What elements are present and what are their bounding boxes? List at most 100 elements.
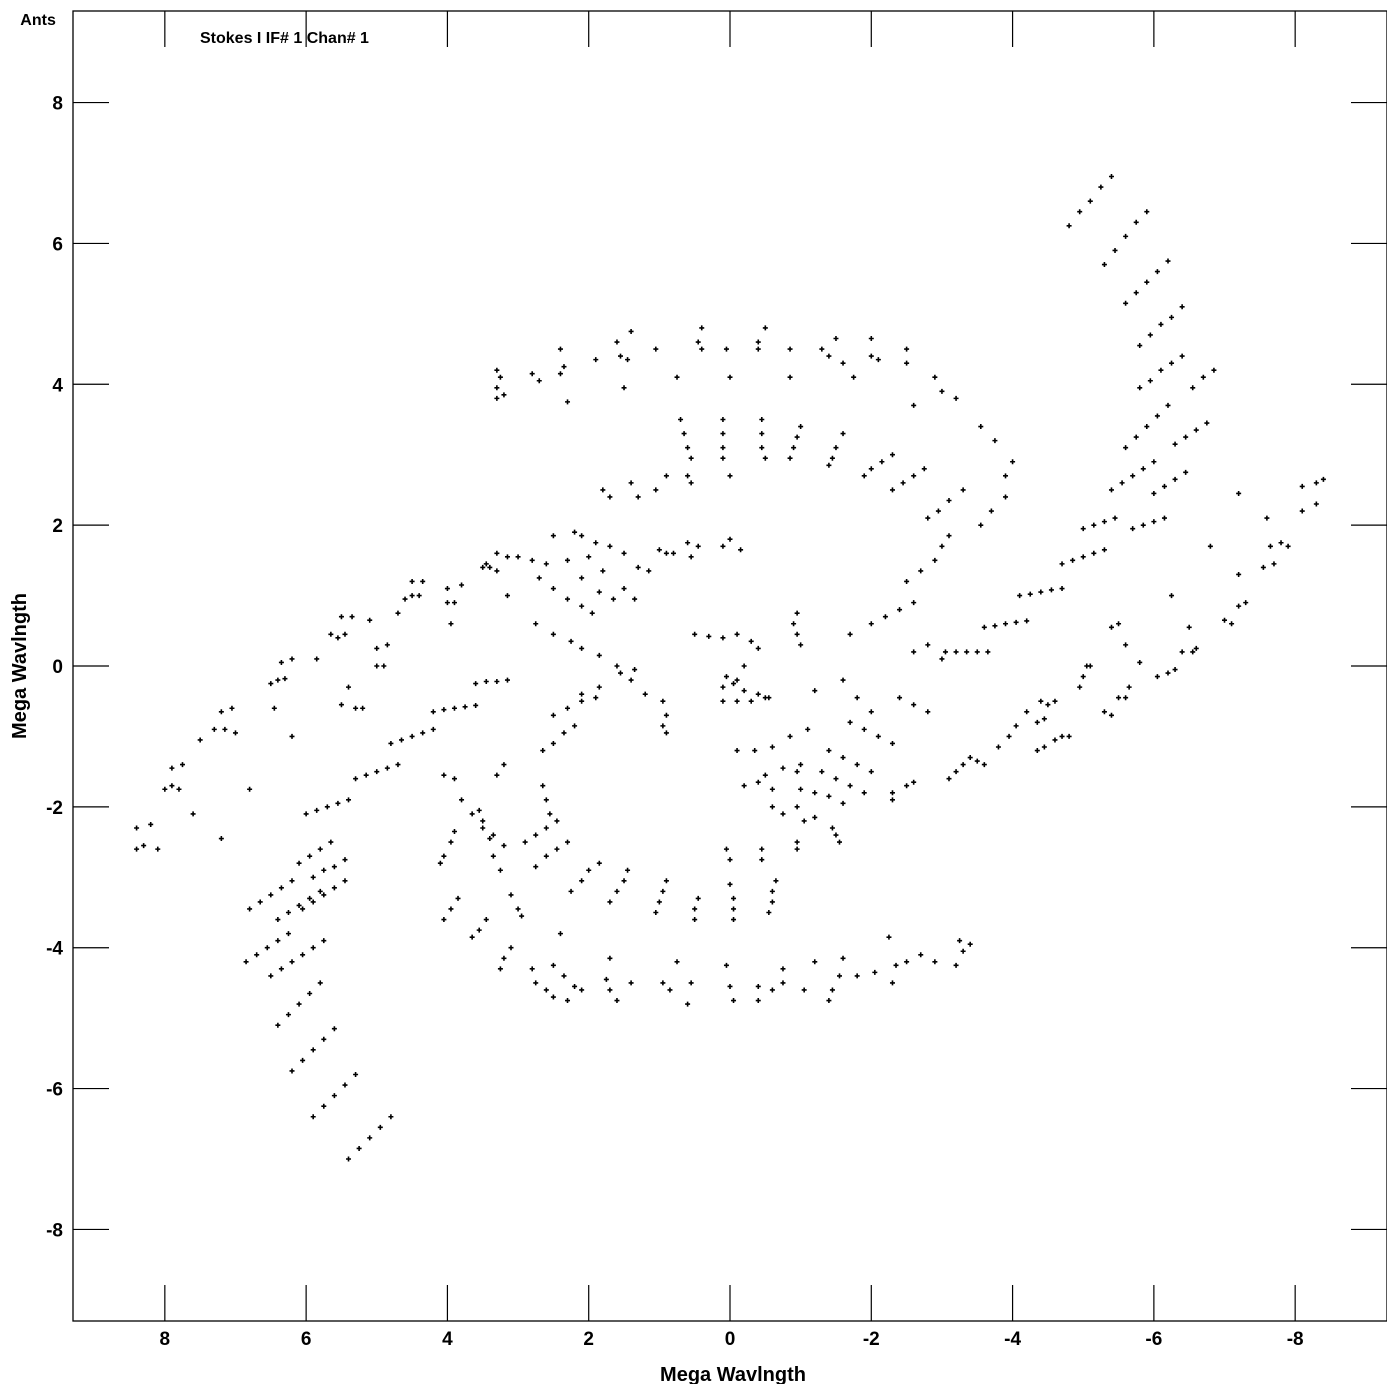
- uv-point: [342, 632, 347, 637]
- uv-point: [537, 378, 542, 383]
- uv-point: [826, 354, 831, 359]
- uv-point: [572, 530, 577, 535]
- uv-point: [664, 878, 669, 883]
- uv-point: [265, 945, 270, 950]
- uv-point: [678, 417, 683, 422]
- uv-point: [759, 445, 764, 450]
- uv-point: [894, 963, 899, 968]
- uv-point: [350, 614, 355, 619]
- uv-point: [339, 614, 344, 619]
- uv-point: [579, 987, 584, 992]
- uv-point: [558, 931, 563, 936]
- uv-point: [561, 973, 566, 978]
- uv-point: [498, 375, 503, 380]
- uv-point: [279, 660, 284, 665]
- y-tick-label: 6: [52, 234, 63, 255]
- uv-point: [388, 1114, 393, 1119]
- uv-point: [420, 730, 425, 735]
- uv-point: [759, 417, 764, 422]
- uv-point: [544, 561, 549, 566]
- uv-point: [1042, 744, 1047, 749]
- uv-point: [353, 776, 358, 781]
- uv-point: [1077, 685, 1082, 690]
- uv-point: [258, 899, 263, 904]
- uv-point: [1148, 378, 1153, 383]
- uv-point: [636, 565, 641, 570]
- uv-point: [198, 737, 203, 742]
- uv-point: [579, 878, 584, 883]
- uv-point: [222, 727, 227, 732]
- uv-point: [735, 748, 740, 753]
- uv-point: [918, 568, 923, 573]
- uv-point: [286, 1012, 291, 1017]
- uv-point: [544, 825, 549, 830]
- uv-point: [614, 998, 619, 1003]
- uv-point: [229, 706, 234, 711]
- uv-point: [939, 544, 944, 549]
- uv-point: [314, 656, 319, 661]
- uv-point: [904, 579, 909, 584]
- uv-point: [491, 833, 496, 838]
- uv-point: [367, 1135, 372, 1140]
- uv-point: [720, 417, 725, 422]
- uv-point: [318, 889, 323, 894]
- uv-point: [480, 825, 485, 830]
- uv-point: [1173, 667, 1178, 672]
- uv-point: [660, 699, 665, 704]
- uv-point: [618, 354, 623, 359]
- uv-point: [851, 375, 856, 380]
- uv-point: [1130, 473, 1135, 478]
- uv-point: [1123, 695, 1128, 700]
- uv-point: [540, 748, 545, 753]
- uv-point: [978, 523, 983, 528]
- axis-ticks: [73, 11, 1387, 1321]
- uv-point: [335, 635, 340, 640]
- uv-point: [604, 977, 609, 982]
- uv-point: [720, 635, 725, 640]
- uv-point: [911, 649, 916, 654]
- uv-point: [992, 438, 997, 443]
- uv-point: [381, 664, 386, 669]
- uv-point: [830, 825, 835, 830]
- uv-point: [155, 847, 160, 852]
- uv-point: [728, 857, 733, 862]
- uv-point: [632, 667, 637, 672]
- uv-point: [1169, 315, 1174, 320]
- uv-point: [689, 554, 694, 559]
- uv-point: [1102, 262, 1107, 267]
- uv-point: [795, 611, 800, 616]
- uv-point: [1077, 209, 1082, 214]
- uv-point: [1190, 385, 1195, 390]
- uv-point: [653, 910, 658, 915]
- uv-point: [975, 649, 980, 654]
- uv-point: [558, 347, 563, 352]
- uv-point: [660, 723, 665, 728]
- uv-point: [805, 727, 810, 732]
- uv-point: [1158, 368, 1163, 373]
- plot-frame: [73, 11, 1387, 1321]
- uv-point: [890, 980, 895, 985]
- uv-point: [812, 815, 817, 820]
- uv-point: [487, 836, 492, 841]
- x-axis-title: Mega Wavlngth: [660, 1364, 806, 1384]
- uv-point: [720, 431, 725, 436]
- uv-point: [795, 769, 800, 774]
- uv-point: [848, 720, 853, 725]
- uv-point: [431, 727, 436, 732]
- uv-point: [533, 980, 538, 985]
- uv-point: [731, 896, 736, 901]
- uv-point: [689, 980, 694, 985]
- uv-point: [961, 949, 966, 954]
- uv-point: [1187, 625, 1192, 630]
- uv-point: [795, 804, 800, 809]
- uv-point: [724, 963, 729, 968]
- axis-tick-labels: 8 6 4 2 0 -2 -4 -6 -886420-2-4-6-8: [46, 94, 1304, 1350]
- uv-point: [925, 516, 930, 521]
- uv-point: [247, 906, 252, 911]
- uv-point: [332, 1026, 337, 1031]
- uv-point: [812, 959, 817, 964]
- uv-point: [1155, 269, 1160, 274]
- uv-point: [494, 773, 499, 778]
- uv-point: [791, 621, 796, 626]
- uv-point: [869, 621, 874, 626]
